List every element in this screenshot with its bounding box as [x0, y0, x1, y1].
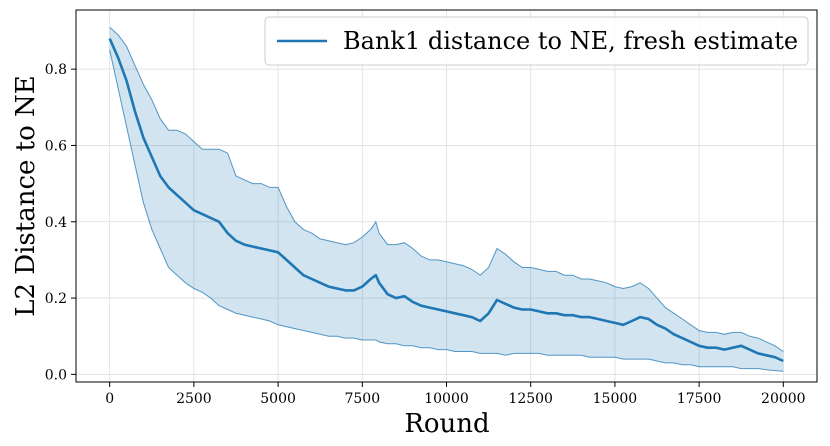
x-tick-label: 15000	[593, 391, 638, 407]
band-upper-edge	[109, 26, 784, 352]
x-tick-label: 10000	[424, 391, 469, 407]
x-axis-ticks: 0 2500 5000 7500 10000 12500 15000 17500 20000	[105, 382, 806, 407]
x-tick-label: 20000	[761, 391, 806, 407]
legend: Bank1 distance to NE, fresh estimate	[264, 16, 809, 66]
x-tick-label: 12500	[508, 391, 553, 407]
y-axis-ticks: 0.0 0.2 0.4 0.6 0.8	[45, 62, 76, 383]
y-tick-label: 0.0	[45, 367, 67, 383]
grid	[76, 10, 817, 382]
x-tick-label: 7500	[344, 391, 380, 407]
y-tick-label: 0.6	[45, 138, 67, 154]
band-lower-edge	[109, 49, 784, 372]
x-tick-label: 5000	[260, 391, 296, 407]
x-tick-label: 2500	[176, 391, 212, 407]
y-tick-label: 0.8	[45, 62, 67, 78]
legend-box	[264, 16, 809, 66]
y-tick-label: 0.2	[45, 291, 67, 307]
series-line	[108, 38, 784, 363]
y-tick-label: 0.4	[45, 215, 67, 231]
x-axis-label: Round	[404, 409, 489, 439]
x-tick-label: 0	[105, 391, 114, 407]
confidence-band	[109, 27, 784, 372]
legend-label: Bank1 distance to NE, fresh estimate	[343, 27, 798, 55]
y-axis-label: L2 Distance to NE	[11, 75, 41, 317]
x-tick-label: 17500	[677, 391, 722, 407]
